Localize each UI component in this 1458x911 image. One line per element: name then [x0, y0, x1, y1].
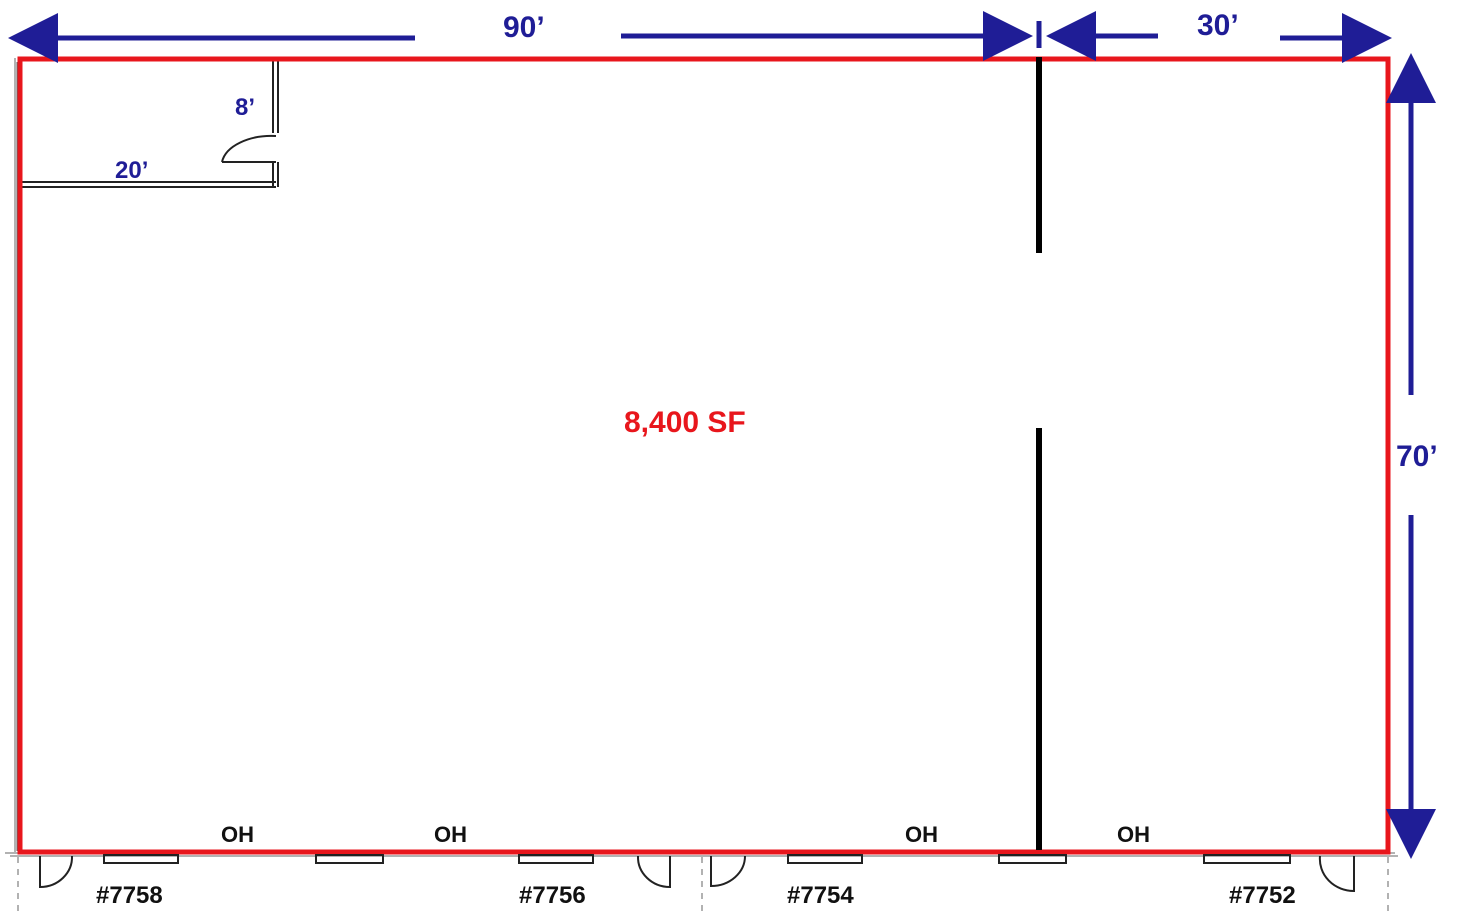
- office-width-label: 20’: [115, 157, 148, 184]
- unit-label: #7752: [1229, 882, 1296, 909]
- area-label: 8,400 SF: [624, 406, 746, 439]
- dimension-labels: 90’ 30’ 70’ 20’ 8’: [115, 9, 1438, 473]
- office-room: [22, 60, 279, 188]
- width-right-label: 30’: [1197, 9, 1239, 42]
- door-swing-icon: [39, 855, 74, 889]
- unit-label: #7758: [96, 882, 163, 909]
- overhead-door-icon: [103, 854, 179, 864]
- overhead-door-label: OH: [434, 822, 467, 847]
- background-building-lines: [5, 58, 1398, 911]
- overhead-door-icon: [315, 854, 384, 864]
- office-depth-label: 8’: [235, 94, 255, 121]
- door-swing-icon: [710, 855, 746, 888]
- overhead-door-icon: [787, 854, 863, 864]
- overhead-door-labels: OH OH OH OH: [221, 822, 1150, 847]
- depth-label: 70’: [1396, 440, 1438, 473]
- overhead-door-label: OH: [905, 822, 938, 847]
- door-swing-icon: [1318, 855, 1355, 893]
- unit-label: #7756: [519, 882, 586, 909]
- overhead-door-label: OH: [1117, 822, 1150, 847]
- width-left-label: 90’: [503, 11, 545, 44]
- unit-label: #7754: [787, 882, 854, 909]
- overhead-door-icon: [998, 854, 1067, 864]
- door-swing-icon: [636, 855, 671, 889]
- overhead-door-label: OH: [221, 822, 254, 847]
- leased-area-boundary: [17, 56, 1391, 855]
- unit-labels: #7758 #7756 #7754 #7752: [96, 882, 1296, 909]
- bottom-doors: [39, 854, 1355, 893]
- overhead-door-icon: [518, 854, 594, 864]
- overhead-door-icon: [1203, 854, 1291, 864]
- top-dimensions: [8, 11, 1392, 63]
